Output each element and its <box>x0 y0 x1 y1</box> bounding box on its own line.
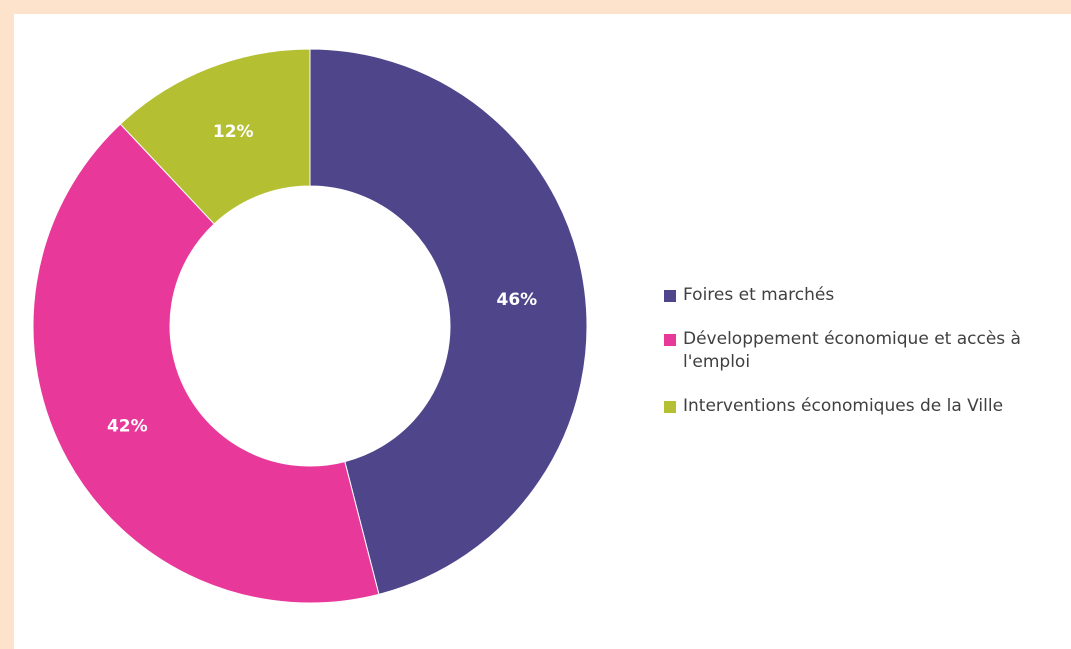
legend-label: Foires et marchés <box>683 285 835 305</box>
legend-label: Interventions économiques de la Ville <box>683 396 1004 416</box>
chart-panel: 46% 42% 12% Foires et marchés Développement… <box>14 14 1071 649</box>
legend: Foires et marchés Développement économiqu… <box>664 284 1064 439</box>
donut-slice <box>32 123 380 604</box>
legend-swatch <box>664 334 676 346</box>
donut-slice <box>309 48 588 595</box>
chart: 46% 42% 12% <box>32 48 588 604</box>
data-label: 42% <box>107 416 148 436</box>
legend-item: Développement économique et accès à l'em… <box>664 328 1064 374</box>
legend-item: Interventions économiques de la Ville <box>664 395 1064 418</box>
legend-label: Développement économique et accès à l'em… <box>683 329 1021 372</box>
data-label: 12% <box>213 122 254 142</box>
legend-item: Foires et marchés <box>664 284 1064 307</box>
donut-slice <box>119 48 311 225</box>
legend-swatch <box>664 290 676 302</box>
legend-swatch <box>664 401 676 413</box>
data-label: 46% <box>497 290 538 310</box>
